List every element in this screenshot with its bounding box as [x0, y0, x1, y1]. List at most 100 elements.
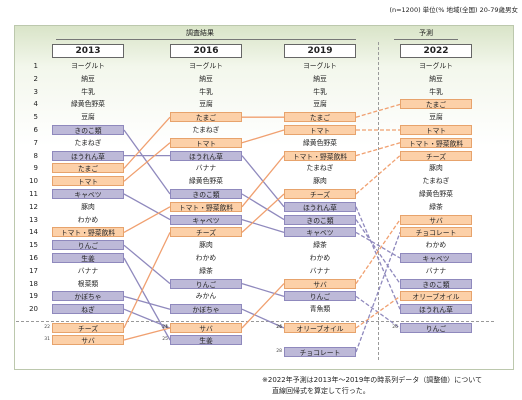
rank-item-2013: りんご: [52, 240, 124, 251]
rank-number: 14: [29, 228, 38, 237]
rank-item-2022: 牛乳: [429, 87, 443, 96]
rank-number: 13: [29, 215, 38, 224]
rank-item-2013: 根菜類: [77, 279, 99, 288]
rank-item-2019: たまねぎ: [306, 164, 334, 173]
rank-item-2022: たまねぎ: [422, 177, 450, 186]
rank-item-2019: たまご: [284, 112, 356, 123]
rank-item-2022: サバ: [400, 214, 472, 225]
rank-number: 20: [29, 305, 38, 314]
rank-number: 4: [33, 100, 38, 109]
rank-item-2016: バナナ: [195, 164, 217, 173]
rank-number: 17: [29, 266, 38, 275]
rank-item-2016: たまご: [170, 112, 242, 123]
rank-item-2016: ほうれん草: [170, 150, 242, 161]
rank-item-2013: たまご: [52, 163, 124, 174]
rank-item-2022: トマト: [400, 125, 472, 135]
rank-item-2019: 緑茶: [313, 241, 327, 250]
rank-item-2019: オリーブオイル: [284, 323, 356, 333]
rank-item-2013: 牛乳: [81, 87, 95, 96]
rank-item-2022: 緑黄色野菜: [419, 190, 453, 198]
rank-item-2016: 牛乳: [199, 87, 213, 96]
rank-item-2016: みかん: [195, 292, 217, 301]
out-of-range-rank: 26: [392, 325, 398, 330]
rank-item-2019: チーズ: [284, 189, 356, 199]
forecast-label: 予測: [419, 29, 433, 37]
rank-item-2022: りんご: [400, 323, 472, 333]
rank-number: 18: [29, 279, 38, 288]
rank-item-2013: ねぎ: [52, 304, 124, 315]
forecast-group-line: [394, 39, 458, 40]
rank-item-2022: ほうれん草: [400, 304, 472, 315]
rank-item-2013: たまねぎ: [74, 138, 102, 147]
rank-item-2022: 豚肉: [429, 164, 443, 173]
rank-item-2019: 豚肉: [313, 177, 327, 186]
rank-item-2019: 青魚類: [309, 305, 331, 314]
rank-item-2013: トマト: [52, 176, 124, 187]
rank-item-2016: ヨーグルト: [189, 62, 223, 70]
rank-item-2016: チーズ: [170, 227, 242, 238]
rank-item-2019: バナナ: [309, 266, 331, 275]
rank-number: 1: [33, 62, 38, 70]
rank-item-2022: 納豆: [429, 74, 443, 83]
rank-number: 9: [33, 164, 38, 173]
rank-number: 11: [29, 190, 38, 198]
rank-item-2022: たまご: [400, 99, 472, 110]
year-header-2022: 2022: [400, 44, 472, 58]
rank-item-2016: 豚肉: [199, 241, 213, 250]
rank-item-2013: チーズ: [52, 323, 124, 333]
rank-item-2013: 豚肉: [81, 202, 95, 211]
rank-item-2022: 豆腐: [429, 113, 443, 122]
rank-number: 19: [29, 292, 38, 301]
out-of-range-rank: 21: [162, 325, 168, 330]
rank-item-2016: 生姜: [170, 335, 242, 345]
rank-number: 7: [33, 138, 38, 147]
rank-item-2013: 納豆: [81, 74, 95, 83]
rank-item-2016: 豆腐: [199, 100, 213, 109]
rank-item-2016: 緑茶: [199, 266, 213, 275]
year-header-2019: 2019: [284, 44, 356, 58]
rank-item-2016: 緑黄色野菜: [189, 177, 223, 186]
rank-item-2019: わかめ: [309, 254, 331, 262]
rank-item-2022: ヨーグルト: [419, 62, 453, 70]
rank-number: 15: [29, 241, 38, 250]
out-of-range-rank: 28: [276, 349, 282, 354]
rank-item-2013: かぼちゃ: [52, 291, 124, 302]
rank-item-2016: 納豆: [199, 74, 213, 83]
out-of-range-rank: 24: [276, 325, 282, 330]
rank-item-2019: キャベツ: [284, 227, 356, 238]
rank-item-2019: 緑黄色野菜: [303, 138, 337, 147]
rank-item-2013: キャベツ: [52, 189, 124, 199]
rank-item-2013: ほうれん草: [52, 150, 124, 161]
rank-item-2016: トマト・野菜飲料: [170, 201, 242, 212]
rank-item-2013: ヨーグルト: [71, 62, 105, 70]
out-of-range-rank: 24: [162, 325, 168, 330]
rank-item-2016: たまねぎ: [192, 126, 220, 134]
out-of-top20-divider: [16, 321, 494, 322]
rank-item-2022: キャベツ: [400, 253, 472, 263]
rank-item-2019: ほうれん草: [284, 201, 356, 212]
rank-number: 12: [29, 202, 38, 211]
survey-results-label: 調査結果: [186, 29, 214, 37]
rank-item-2022: トマト・野菜飲料: [400, 137, 472, 148]
rank-item-2019: 納豆: [313, 74, 327, 83]
rank-item-2022: オリーブオイル: [400, 291, 472, 302]
rank-item-2022: チーズ: [400, 150, 472, 161]
out-of-range-rank: 31: [44, 337, 50, 342]
rank-item-2016: りんご: [170, 278, 242, 289]
rank-item-2019: きのこ類: [284, 214, 356, 225]
rank-number: 5: [33, 113, 38, 122]
rank-number: 2: [33, 74, 38, 83]
rank-number: 8: [33, 151, 38, 160]
rank-item-2019: 牛乳: [313, 87, 327, 96]
footnote-line-2: 直線回帰式を算定して行った。: [272, 387, 370, 395]
rank-number: 6: [33, 126, 38, 134]
rank-item-2013: 生姜: [52, 253, 124, 263]
rank-item-2022: 緑茶: [429, 202, 443, 211]
rank-item-2013: わかめ: [77, 215, 99, 224]
rank-item-2013: トマト・野菜飲料: [52, 227, 124, 238]
unit-note: (n=1200) 単位(% 地域(全国) 20-79歳男女: [389, 6, 518, 14]
rank-number: 3: [33, 87, 38, 96]
rank-item-2016: トマト: [170, 137, 242, 148]
rank-item-2013: バナナ: [77, 266, 99, 275]
rank-item-2019: サバ: [284, 278, 356, 289]
